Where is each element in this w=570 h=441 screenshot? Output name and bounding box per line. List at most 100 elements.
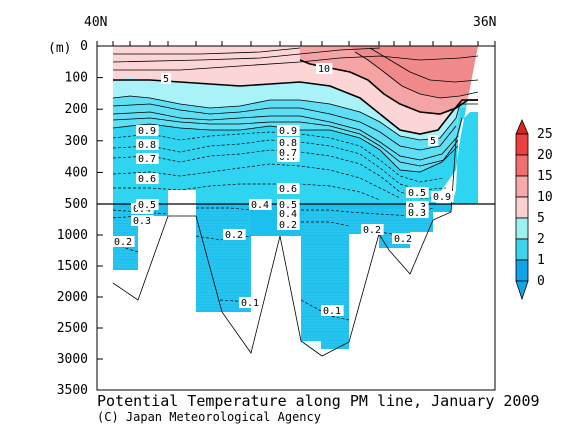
svg-text:0.1: 0.1 bbox=[241, 298, 259, 309]
contour-label: 5 bbox=[428, 135, 439, 147]
contour-label: 0.7 bbox=[277, 147, 300, 159]
contour-label: 0.5 bbox=[406, 187, 429, 199]
topography-upper-right bbox=[436, 46, 495, 204]
colorbar-label: 25 bbox=[537, 127, 553, 142]
svg-text:0.2: 0.2 bbox=[225, 230, 243, 241]
contour-label: 0.2 bbox=[223, 229, 246, 241]
contour-label: 0.8 bbox=[277, 137, 300, 149]
colorbar-label: 2 bbox=[537, 232, 545, 247]
contour-label: 10 bbox=[316, 63, 333, 75]
colorbar-segment bbox=[515, 217, 529, 240]
svg-text:0.9: 0.9 bbox=[138, 126, 156, 137]
contour-label: 0.6 bbox=[136, 173, 159, 185]
svg-text:5: 5 bbox=[163, 74, 169, 85]
svg-text:0.4: 0.4 bbox=[279, 209, 297, 220]
colorbar-segment bbox=[515, 133, 529, 156]
copyright-credit: (C) Japan Meteorological Agency bbox=[97, 410, 321, 424]
contour-label: 0.9 bbox=[136, 125, 159, 137]
svg-text:0.3: 0.3 bbox=[408, 208, 426, 219]
colorbar-segment bbox=[515, 238, 529, 261]
contour-label: 0.7 bbox=[136, 153, 159, 165]
svg-text:0.8: 0.8 bbox=[279, 138, 297, 149]
contour-label: 0.4 bbox=[277, 208, 300, 220]
colorbar-bottom-arrow bbox=[515, 280, 529, 301]
svg-text:0.5: 0.5 bbox=[138, 200, 156, 211]
svg-text:5: 5 bbox=[430, 136, 436, 147]
y-tick-label: 300 bbox=[65, 134, 88, 149]
colorbar-segment bbox=[515, 259, 529, 282]
bottom-topography bbox=[112, 117, 463, 357]
contour-value-labels: 51050.90.80.70.60.90.80.70.60.50.90.70.5… bbox=[112, 63, 454, 317]
y-tick-label: 0 bbox=[80, 39, 88, 54]
contour-label: 0.1 bbox=[321, 305, 344, 317]
contour-label: 0.3 bbox=[406, 207, 429, 219]
y-tick-label: 100 bbox=[65, 71, 88, 86]
gap-3 bbox=[301, 341, 321, 351]
contour-label: 0.4 bbox=[249, 199, 272, 211]
upper-contours bbox=[112, 47, 479, 173]
lower-column-9 bbox=[433, 204, 451, 212]
contour-label: 0.6 bbox=[277, 183, 300, 195]
colorbar-label: 15 bbox=[537, 169, 553, 184]
plot-frame bbox=[96, 45, 496, 391]
svg-text:0.9: 0.9 bbox=[433, 192, 451, 203]
svg-text:0.2: 0.2 bbox=[279, 220, 297, 231]
svg-text:0.6: 0.6 bbox=[138, 174, 156, 185]
svg-text:10: 10 bbox=[318, 64, 330, 75]
contour-label: 5 bbox=[161, 73, 172, 85]
y-tick-label: 500 bbox=[65, 197, 88, 212]
colorbar-segment bbox=[515, 196, 529, 219]
colorbar-label: 10 bbox=[537, 190, 553, 205]
y-tick-label: 3000 bbox=[57, 352, 88, 367]
contour-label: 0.5 bbox=[277, 199, 300, 211]
colorbar-top-arrow bbox=[515, 118, 529, 135]
y-tick-label: 3500 bbox=[57, 383, 88, 398]
contour-label: 0.8 bbox=[136, 139, 159, 151]
svg-text:0.3: 0.3 bbox=[133, 216, 151, 227]
colorbar-segment bbox=[515, 175, 529, 198]
axis-labels: 40N 36N (m) 0 100 200 300 400 500 1000 1500 2000… bbox=[48, 15, 496, 398]
colorbar-label: 0 bbox=[537, 274, 545, 289]
y-ticks bbox=[97, 45, 103, 391]
svg-text:0.2: 0.2 bbox=[114, 237, 132, 248]
x-label-left: 40N bbox=[84, 15, 107, 30]
y-tick-label: 200 bbox=[65, 102, 88, 117]
colorbar-segment bbox=[515, 154, 529, 177]
svg-text:0.2: 0.2 bbox=[394, 234, 412, 245]
contour-label: 0.1 bbox=[239, 297, 262, 309]
chart-title: Potential Temperature along PM line, Jan… bbox=[97, 392, 540, 410]
contour-label: 0.2 bbox=[277, 219, 300, 231]
svg-text:0.7: 0.7 bbox=[138, 154, 156, 165]
svg-text:0.1: 0.1 bbox=[323, 306, 341, 317]
svg-text:0.2: 0.2 bbox=[363, 225, 381, 236]
contour-label: 0.3 bbox=[131, 215, 154, 227]
contour-label: 0.2 bbox=[361, 224, 384, 236]
svg-text:0.4: 0.4 bbox=[251, 200, 269, 211]
svg-text:0.8: 0.8 bbox=[138, 140, 156, 151]
contour-label: 0.9 bbox=[431, 191, 454, 203]
gap-upper-1 bbox=[168, 190, 196, 204]
upper-dashed-contours bbox=[112, 131, 448, 201]
svg-text:0.9: 0.9 bbox=[279, 126, 297, 137]
y-tick-label: 1000 bbox=[57, 228, 88, 243]
y-tick-label: 400 bbox=[65, 165, 88, 180]
svg-text:0.7: 0.7 bbox=[279, 148, 297, 159]
y-tick-label: 2500 bbox=[57, 321, 88, 336]
colorbar-label: 5 bbox=[537, 211, 545, 226]
contour-label: 0.5 bbox=[136, 199, 159, 211]
colorbar-label: 20 bbox=[537, 148, 553, 163]
y-unit-label: (m) bbox=[48, 41, 71, 56]
y-tick-label: 2000 bbox=[57, 290, 88, 305]
contour-label: 0.2 bbox=[392, 233, 415, 245]
svg-text:0.6: 0.6 bbox=[279, 184, 297, 195]
x-ticks bbox=[96, 41, 496, 46]
colorbar-label: 1 bbox=[537, 253, 545, 268]
svg-text:0.5: 0.5 bbox=[408, 188, 426, 199]
contour-label: 0.9 bbox=[277, 125, 300, 137]
contour-label: 0.2 bbox=[112, 236, 135, 248]
topography-upper-left bbox=[97, 46, 113, 204]
y-tick-label: 1500 bbox=[57, 259, 88, 274]
x-label-right: 36N bbox=[473, 15, 496, 30]
